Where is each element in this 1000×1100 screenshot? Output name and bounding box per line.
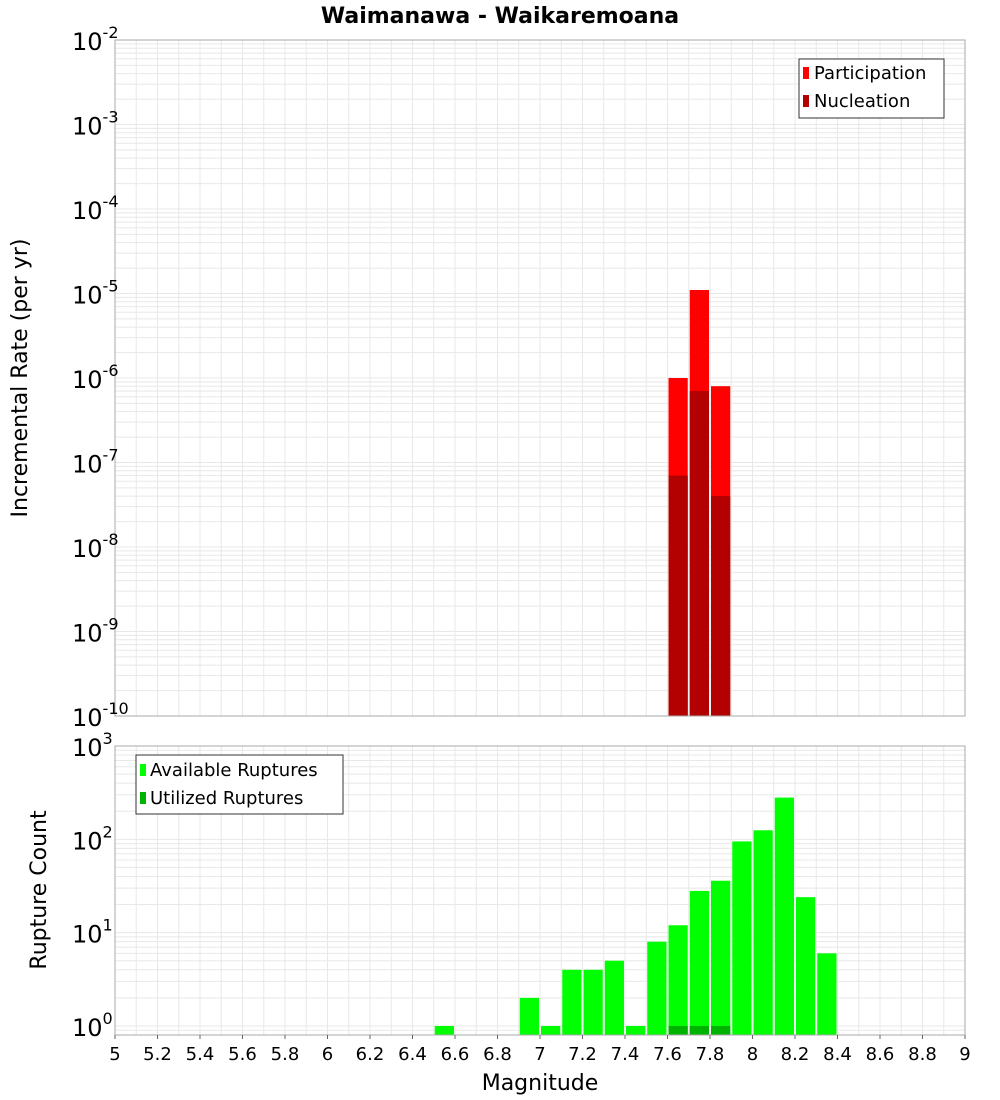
rate-y-tick-3: 10-7: [72, 446, 119, 479]
available-bar-5: [604, 960, 624, 1035]
x-tick-label-13: 7.6: [653, 1044, 682, 1065]
available-bar-14: [796, 897, 816, 1035]
rate-y-tick-8: 10-2: [72, 23, 119, 56]
chart-title: Waimanawa - Waikaremoana: [321, 4, 679, 29]
available-bar-15: [817, 953, 837, 1035]
count-chart-y-label: Rupture Count: [27, 810, 52, 970]
x-tick-label-14: 7.8: [696, 1044, 725, 1065]
x-tick-label-4: 5.8: [271, 1044, 300, 1065]
rate-y-tick-2: 10-8: [72, 530, 119, 563]
x-tick-label-12: 7.4: [611, 1044, 640, 1065]
nucleation-bar-1: [689, 391, 709, 716]
rate-chart-y-label: Incremental Rate (per yr): [8, 239, 33, 518]
available-bar-7: [647, 941, 667, 1035]
available-bar-4: [583, 969, 603, 1035]
available-bar-9: [689, 890, 709, 1035]
available-legend-label: Available Ruptures: [150, 760, 318, 781]
rate-chart-plot-border: [114, 39, 966, 717]
rate-chart-grid: [115, 40, 965, 716]
participation-legend-swatch: [803, 67, 809, 79]
x-tick-label-5: 6: [322, 1044, 333, 1065]
x-tick-label-16: 8.2: [781, 1044, 810, 1065]
participation-legend-label: Participation: [814, 63, 926, 84]
nucleation-bar-0: [668, 475, 688, 716]
utilized-legend-swatch: [140, 792, 146, 804]
rate-chart-y-ticks: 10-10 10-9 10-8 10-7 10-6 10-5 10-4 10-3 10-2: [72, 23, 129, 732]
x-tick-label-0: 5: [109, 1044, 120, 1065]
x-tick-label-2: 5.4: [186, 1044, 215, 1065]
count-y-tick-2: 102: [72, 822, 113, 855]
x-tick-label-9: 6.8: [483, 1044, 512, 1065]
available-legend-swatch: [140, 764, 146, 776]
x-tick-label-3: 5.6: [228, 1044, 257, 1065]
rate-y-tick-5: 10-5: [72, 277, 119, 310]
available-bar-13: [774, 797, 794, 1035]
x-tick-label-7: 6.4: [398, 1044, 427, 1065]
rate-chart-legend: Participation Nucleation: [798, 58, 945, 119]
available-bar-6: [626, 1025, 646, 1035]
x-tick-label-10: 7: [534, 1044, 545, 1065]
available-bar-12: [753, 830, 773, 1035]
utilized-legend-label: Utilized Ruptures: [150, 788, 303, 809]
nucleation-bar-2: [711, 496, 731, 716]
x-tick-label-11: 7.2: [568, 1044, 597, 1065]
count-y-tick-0: 100: [72, 1009, 113, 1042]
available-bar-11: [732, 841, 752, 1035]
utilized-bar-2: [711, 1025, 731, 1035]
x-tick-label-1: 5.2: [143, 1044, 172, 1065]
utilized-bar-1: [689, 1025, 709, 1035]
count-y-tick-3: 103: [72, 729, 113, 762]
x-tick-label-8: 6.6: [441, 1044, 470, 1065]
available-bar-1: [519, 997, 539, 1035]
rate-y-tick-0: 10-10: [72, 699, 129, 732]
rate-chart-bars: [668, 290, 731, 716]
nucleation-legend-label: Nucleation: [814, 91, 910, 112]
x-tick-label-19: 8.8: [908, 1044, 937, 1065]
available-bar-3: [562, 969, 582, 1035]
x-tick-label-20: 9: [959, 1044, 970, 1065]
count-y-tick-1: 101: [72, 916, 113, 949]
available-bar-2: [541, 1025, 561, 1035]
count-chart-bars: [434, 797, 837, 1035]
count-chart-grid: [115, 746, 965, 1035]
utilized-bar-0: [668, 1025, 688, 1035]
rate-y-tick-4: 10-6: [72, 361, 119, 394]
available-bar-0: [434, 1025, 454, 1035]
x-tick-label-6: 6.2: [356, 1044, 385, 1065]
count-chart-y-ticks: 100 101 102 103: [72, 729, 113, 1042]
x-tick-label-15: 8: [747, 1044, 758, 1065]
count-chart-legend: Available Ruptures Utilized Ruptures: [135, 754, 344, 815]
x-axis-label: Magnitude: [482, 1071, 599, 1096]
rate-y-tick-1: 10-9: [72, 615, 119, 648]
x-tick-label-18: 8.6: [866, 1044, 895, 1065]
x-tick-label-17: 8.4: [823, 1044, 852, 1065]
available-bar-10: [711, 880, 731, 1035]
rate-y-tick-7: 10-3: [72, 108, 119, 141]
nucleation-legend-swatch: [803, 95, 809, 107]
available-bar-8: [668, 925, 688, 1035]
count-chart-x-ticks: 5 5.2 5.4 5.6 5.8 6 6.2 6.4 6.6 6.8 7 7.2 7.4 7.6 7.8 8…: [109, 1035, 971, 1065]
rate-y-tick-6: 10-4: [72, 192, 119, 225]
